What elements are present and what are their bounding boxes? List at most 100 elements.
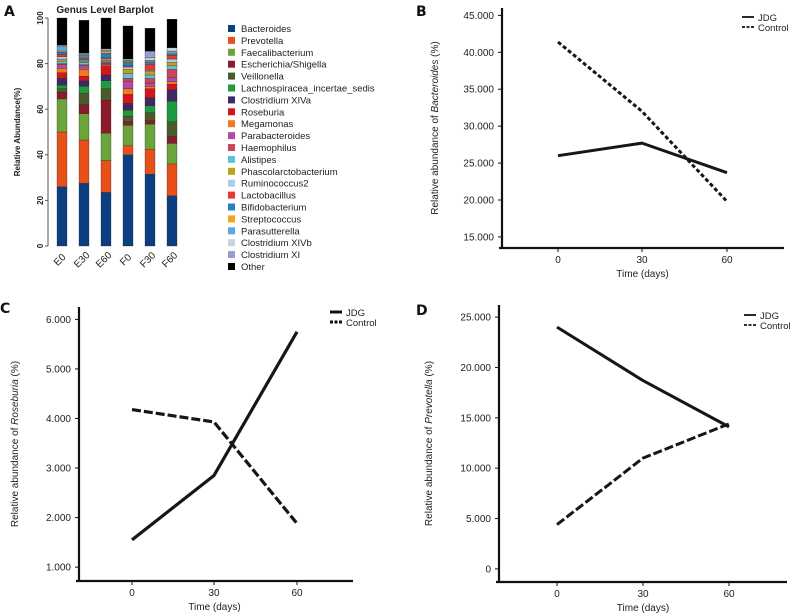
bar-segment (122, 81, 134, 89)
legend-swatch (228, 239, 235, 247)
bar-segment (144, 174, 156, 247)
y-axis-label: Relative abundance of Prevotella (%) (424, 361, 435, 526)
bar-segment (100, 48, 112, 51)
bar-segment (122, 78, 134, 82)
bar-segment (166, 50, 178, 54)
legend-swatch (228, 96, 235, 104)
bar-segment (144, 105, 156, 113)
bar-segment (100, 60, 112, 62)
bar-segment (56, 58, 68, 62)
legend-swatch (228, 155, 235, 163)
bar-segment (122, 73, 134, 79)
bar-segment (78, 139, 90, 184)
bar-segment (122, 69, 134, 75)
x-tick-label: 30 (636, 255, 648, 266)
legend-label: Megamonas (241, 119, 294, 130)
bar-segment (78, 64, 90, 67)
legend-label: Control (346, 318, 377, 329)
bar-segment (78, 53, 90, 55)
x-tick-label: E0 (52, 252, 69, 269)
legend-swatch (228, 251, 235, 259)
y-tick-label: 1.000 (46, 563, 71, 574)
bar-segment (56, 46, 68, 52)
x-tick-label: 60 (291, 588, 303, 599)
legend-label: Control (760, 321, 791, 332)
x-tick-label: F60 (160, 250, 180, 270)
bar-segment (56, 63, 68, 65)
legend-label: Faecalibacterium (241, 48, 313, 59)
bar-segment (56, 72, 68, 79)
x-tick-label: 0 (554, 589, 560, 600)
y-tick-label: 10.000 (460, 464, 491, 475)
legend-label: Clostridium XIVa (241, 95, 312, 106)
bar-segment (56, 17, 68, 46)
bar-segment (78, 104, 90, 114)
bar-stack-F0 (122, 25, 134, 247)
legend-label: JDG (758, 13, 777, 24)
legend-label: Roseburia (241, 107, 285, 118)
bar-segment (78, 62, 90, 65)
legend-swatch (228, 215, 235, 223)
bar-segment (166, 18, 178, 48)
legend-swatch (228, 60, 235, 68)
bar-segment (122, 66, 134, 70)
bar-segment (56, 85, 68, 89)
bar-segment (166, 136, 178, 144)
bar-segment (100, 65, 112, 76)
line-series-jdg (131, 330, 299, 542)
bar-segment (56, 98, 68, 133)
bar-segment (56, 54, 68, 57)
y-axis-label: Relative abundance of Bacteroides (%) (430, 41, 441, 214)
bar-segment (78, 55, 90, 57)
y-axis-label-prefix: Relative abundance of (10, 425, 21, 527)
legend-swatch (228, 227, 235, 235)
bar-segment (100, 192, 112, 247)
bar-segment (78, 80, 90, 87)
legend-swatch (228, 108, 235, 116)
legend-swatch (228, 179, 235, 187)
y-tick-label: 60 (36, 104, 45, 113)
bar-segment (122, 61, 134, 63)
bar-segment (122, 62, 134, 67)
x-axis-label: Time (days) (616, 269, 668, 280)
x-tick-label: 60 (723, 589, 735, 600)
legend-label: Prevotella (241, 36, 284, 47)
bar-segment (144, 86, 156, 89)
bar-segment (144, 60, 156, 62)
legend-label: Other (241, 262, 265, 273)
x-tick-label: 0 (555, 255, 561, 266)
line-series-control (131, 407, 299, 525)
y-tick-label: 40 (36, 150, 45, 159)
bar-segment (78, 60, 90, 62)
legend-label: Bacteroides (241, 24, 291, 35)
y-axis-label-taxon: Roseburia (10, 379, 21, 425)
bar-segment (78, 56, 90, 60)
bar-segment (122, 110, 134, 117)
legend-swatch (228, 203, 235, 211)
bar-chart-title: Genus Level Barplot (56, 5, 154, 16)
y-axis-label-suffix: (%) (424, 361, 435, 379)
bar-segment (122, 58, 134, 61)
bar-segment (166, 53, 178, 55)
y-tick-label: 5.000 (46, 364, 71, 375)
legend-label: Clostridium XIVb (241, 238, 312, 249)
bar-segment (56, 61, 68, 64)
bar-segment (144, 71, 156, 76)
bar-segment (78, 65, 90, 70)
y-axis-label: Relative abundance of Roseburia (%) (10, 361, 21, 527)
bar-segment (100, 160, 112, 193)
bar-segment (100, 132, 112, 161)
panel-d-letter: D (416, 303, 428, 319)
bar-segment (144, 78, 156, 84)
bar-segment (144, 88, 156, 98)
y-axis-label-suffix: (%) (10, 361, 21, 379)
bar-segment (166, 69, 178, 78)
bar-segment (122, 94, 134, 104)
legend-label: JDG (346, 308, 365, 319)
y-tick-label: 5.000 (466, 514, 491, 525)
bar-segment (122, 60, 134, 62)
bar-segment (56, 45, 68, 47)
y-tick-label: 20.000 (460, 363, 491, 374)
bar-segment (144, 62, 156, 65)
y-tick-label: 15.000 (463, 232, 494, 243)
